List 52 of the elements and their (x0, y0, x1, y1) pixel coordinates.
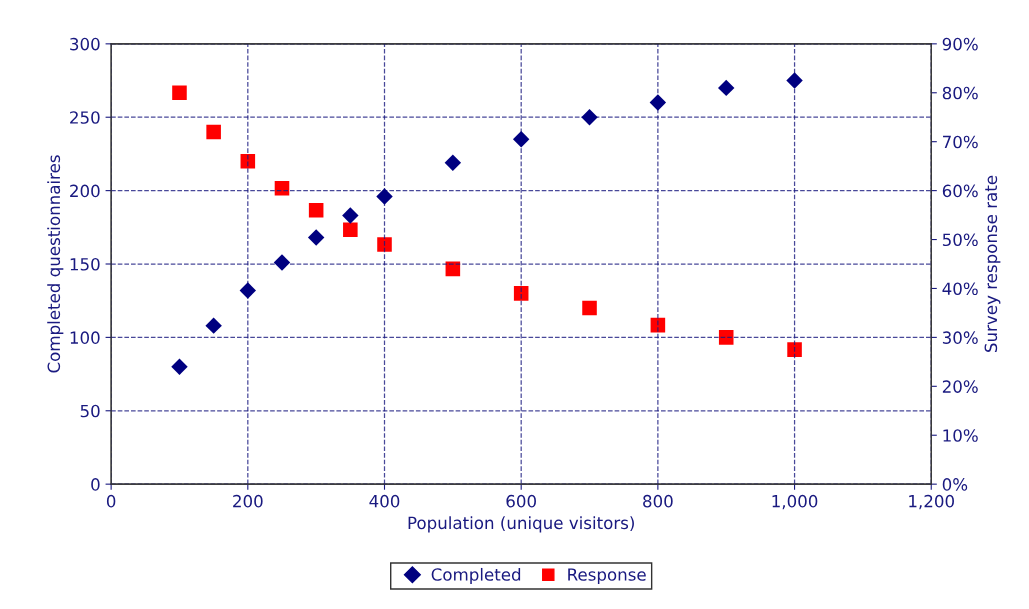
legend-label: Response (568, 568, 646, 585)
y-tick-label: 0 (91, 478, 100, 491)
y2-tick-label: 90% (942, 37, 978, 51)
point (377, 237, 392, 252)
point (206, 124, 221, 140)
point (718, 330, 734, 345)
point (343, 222, 358, 238)
point (172, 85, 187, 101)
point (512, 131, 530, 148)
y2-tick-label: 80% (942, 86, 978, 100)
y2-tick-label: 0% (942, 478, 968, 491)
y-tick-label: 100 (70, 331, 100, 344)
x-tick-label: 0 (106, 494, 116, 508)
point (718, 79, 735, 97)
point (205, 317, 222, 334)
y2-tick-label: 10% (943, 429, 978, 442)
point (582, 300, 597, 316)
point (444, 154, 462, 171)
point (342, 207, 359, 224)
y2-tick-label: 70% (943, 135, 978, 149)
point (308, 202, 324, 218)
y2-axis-title: Survey response rate (984, 175, 1001, 352)
y-tick-label: 50 (80, 404, 100, 418)
x-tick-label: 1,000 (772, 494, 818, 510)
y2-tick-label: 30% (942, 331, 978, 344)
point (273, 254, 291, 271)
x-tick-label: 200 (233, 494, 263, 508)
point (513, 286, 529, 301)
y-tick-label: 150 (70, 257, 100, 271)
x-axis-title: Population (unique visitors) (408, 516, 634, 533)
point (376, 188, 393, 205)
y-tick-label: 250 (70, 111, 100, 124)
y-tick-label: 200 (70, 184, 100, 198)
y-axis-title: Completed questionnaires (47, 155, 64, 373)
y2-tick-label: 40% (942, 282, 978, 296)
x-tick-label: 800 (643, 494, 673, 508)
y2-tick-label: 20% (942, 380, 978, 393)
y2-tick-label: 60% (942, 184, 978, 198)
x-tick-label: 1,200 (909, 494, 954, 510)
x-tick-label: 600 (506, 494, 536, 508)
point (787, 342, 802, 357)
point (649, 94, 667, 111)
point (307, 229, 325, 246)
y2-tick-label: 50% (942, 233, 978, 247)
x-tick-label: 400 (369, 494, 400, 508)
point (171, 358, 188, 375)
legend-label: Completed (431, 567, 521, 585)
point (581, 109, 598, 126)
point (240, 153, 256, 169)
y-tick-label: 300 (70, 37, 100, 51)
point (786, 72, 803, 89)
point (239, 282, 257, 299)
